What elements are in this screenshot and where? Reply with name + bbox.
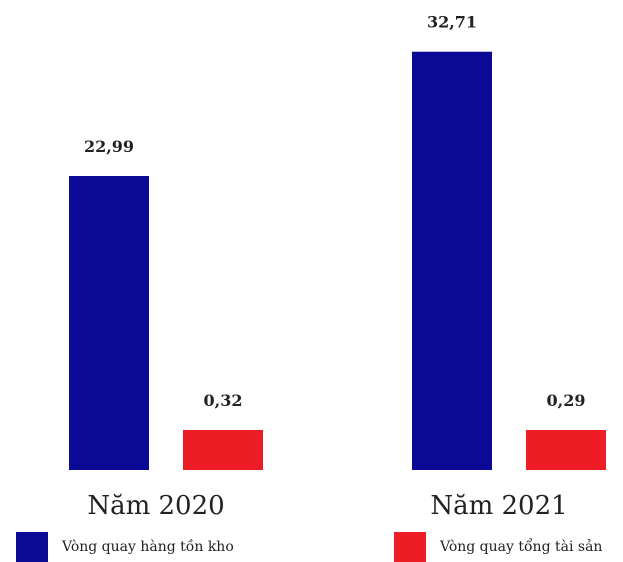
data-label-total-asset-turnover-2021: 0,29 [547, 391, 586, 410]
bar-total-asset-turnover-2020 [183, 430, 263, 470]
bar-total-asset-turnover-2021 [526, 430, 606, 470]
bar-inventory-turnover-2020 [69, 176, 149, 471]
legend-label-total-asset-turnover: Vòng quay tổng tài sản [440, 539, 603, 555]
bar-inventory-turnover-2021 [412, 51, 492, 470]
data-label-total-asset-turnover-2020: 0,32 [204, 391, 243, 410]
data-label-inventory-turnover-2021: 32,71 [427, 13, 477, 32]
category-label-2021: Năm 2021 [430, 491, 567, 521]
legend-swatch-inventory-turnover [16, 532, 48, 562]
legend-item-total-asset-turnover: Vòng quay tổng tài sản [394, 532, 602, 562]
data-label-inventory-turnover-2020: 22,99 [84, 137, 134, 156]
category-label-2020: Năm 2020 [87, 491, 224, 521]
legend-swatch-total-asset-turnover [394, 532, 426, 562]
legend-item-inventory-turnover: Vòng quay hàng tồn kho [16, 532, 234, 562]
bar-chart: 22,99 32,71 0,32 0,29 Năm 2020 Năm 2021 [69, 13, 606, 521]
legend-label-inventory-turnover: Vòng quay hàng tồn kho [62, 539, 234, 555]
